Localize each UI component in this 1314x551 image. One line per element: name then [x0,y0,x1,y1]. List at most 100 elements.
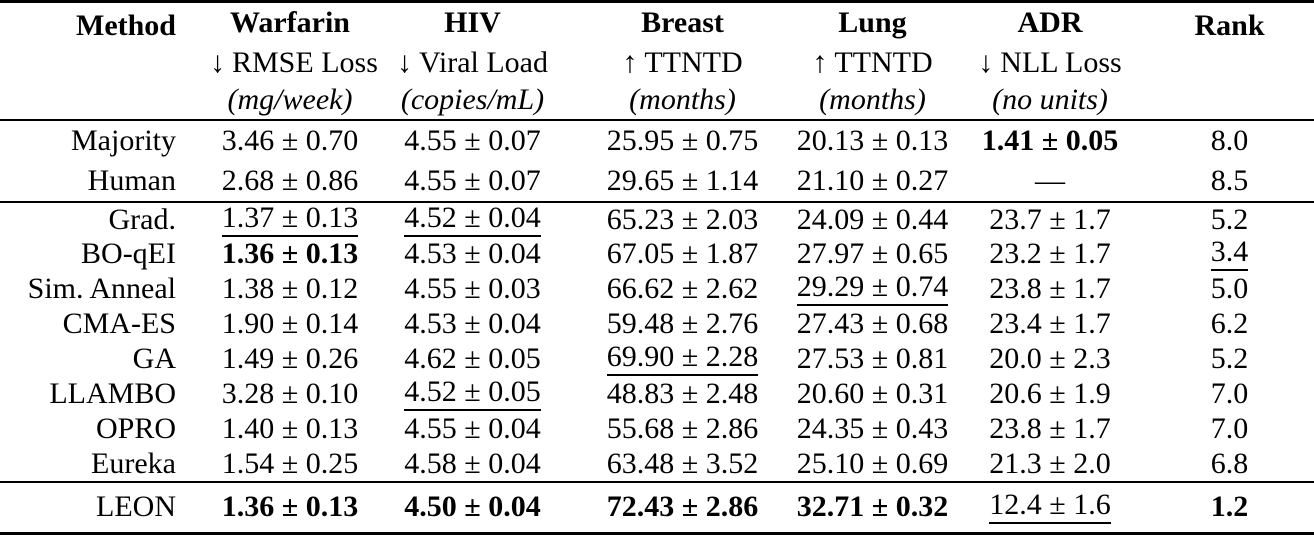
col-header-method: Method [76,9,176,42]
units-label: (mg/week) [227,83,353,116]
up-arrow-icon: ↑ [622,45,638,79]
value-cell: 25.10 ± 0.69 [796,446,949,480]
method-cell: LEON [96,490,176,524]
header-row-names: Method Warfarin HIV Breast Lung ADR Rank [0,2,1314,44]
row-sim-anneal: Sim. Anneal 1.38 ± 0.12 4.55 ± 0.03 66.6… [0,272,1314,307]
value-cell: 29.29 ± 0.74 [790,272,955,307]
value-cell: 4.55 ± 0.03 [404,272,541,305]
value-cell: 32.71 ± 0.32 [796,490,949,524]
value-cell: 23.4 ± 1.7 [989,307,1111,340]
section-optimizers: Grad. 1.37 ± 0.13 4.52 ± 0.04 65.23 ± 2.… [0,201,1314,482]
col-header-rank: Rank [1194,9,1265,42]
method-cell: Sim. Anneal [27,272,176,305]
value-cell: 4.50 ± 0.04 [404,490,541,524]
value-cell: 23.2 ± 1.7 [989,237,1111,270]
rank-cell: 6.2 [1210,307,1249,340]
metric-label: Viral Load [419,45,548,79]
col-subheader-warfarin: ↓ RMSE Loss [210,44,378,82]
down-arrow-icon: ↓ [397,45,412,79]
value-cell: 4.55 ± 0.07 [404,163,541,197]
value-cell: 20.6 ± 1.9 [989,377,1111,410]
col-subheader-breast: ↑ TTNTD [575,44,790,82]
value-cell: 20.60 ± 0.31 [796,377,949,410]
section-proposed: LEON 1.36 ± 0.13 4.50 ± 0.04 72.43 ± 2.8… [0,481,1314,534]
col-units-warfarin: (mg/week) [210,82,370,120]
units-label: (months) [819,83,926,116]
rank-cell: 1.2 [1210,490,1249,524]
col-header-adr: ADR [1017,6,1083,40]
rank-cell: 7.0 [1210,377,1249,410]
value-cell: 1.36 ± 0.13 [221,237,359,270]
row-human: Human 2.68 ± 0.86 4.55 ± 0.07 29.65 ± 1.… [0,161,1314,202]
value-cell: 69.90 ± 2.28 [575,342,790,377]
metric-label: TTNTD [834,45,933,79]
method-cell: Human [87,163,176,197]
rank-cell: 5.0 [1210,272,1249,305]
row-ga: GA 1.49 ± 0.26 4.62 ± 0.05 69.90 ± 2.28 … [0,342,1314,377]
value-cell: 4.53 ± 0.04 [404,237,541,270]
value-cell: 25.95 ± 0.75 [606,123,759,157]
col-units-adr: (no units) [955,82,1145,120]
rank-cell: 8.5 [1210,163,1249,197]
col-header-warfarin: Warfarin [230,6,350,40]
value-cell: 4.53 ± 0.04 [404,307,541,340]
row-cma-es: CMA-ES 1.90 ± 0.14 4.53 ± 0.04 59.48 ± 2… [0,307,1314,342]
col-subheader-adr: ↓ NLL Loss [955,44,1145,82]
value-cell: 23.8 ± 1.7 [989,272,1111,305]
value-cell: 4.52 ± 0.04 [370,202,575,237]
value-cell: 65.23 ± 2.03 [606,202,759,236]
value-cell: 20.13 ± 0.13 [796,123,949,157]
row-bo-qei: BO-qEI 1.36 ± 0.13 4.53 ± 0.04 67.05 ± 1… [0,237,1314,272]
col-header-breast: Breast [641,6,724,40]
units-label: (copies/mL) [400,83,545,116]
section-baselines: Majority 3.46 ± 0.70 4.55 ± 0.07 25.95 ±… [0,120,1314,202]
col-subheader-hiv: ↓ Viral Load [370,44,575,82]
method-cell: Majority [71,123,176,157]
value-cell: 4.55 ± 0.04 [404,412,541,445]
results-table: Method Warfarin HIV Breast Lung ADR Rank… [0,0,1314,535]
value-cell: 12.4 ± 1.6 [955,482,1145,534]
method-cell: Eureka [91,446,176,480]
down-arrow-icon: ↓ [978,45,994,79]
value-cell: 4.58 ± 0.04 [404,446,541,480]
row-grad: Grad. 1.37 ± 0.13 4.52 ± 0.04 65.23 ± 2.… [0,202,1314,237]
rank-cell: 3.4 [1145,237,1314,272]
value-cell: 1.49 ± 0.26 [221,342,359,375]
value-cell: 4.55 ± 0.07 [404,123,541,157]
value-cell: 4.62 ± 0.05 [404,342,541,375]
rank-cell: 8.0 [1210,123,1249,157]
metric-label: NLL Loss [1000,45,1122,79]
value-cell: 55.68 ± 2.86 [606,412,759,445]
header-row-units: (mg/week) (copies/mL) (months) (months) … [0,82,1314,120]
value-cell: 4.52 ± 0.05 [370,377,575,412]
value-cell: 27.43 ± 0.68 [796,307,949,340]
value-cell: 20.0 ± 2.3 [989,342,1111,375]
row-eureka: Eureka 1.54 ± 0.25 4.58 ± 0.04 63.48 ± 3… [0,447,1314,482]
value-cell: 48.83 ± 2.48 [606,377,759,410]
value-cell: 27.53 ± 0.81 [796,342,949,375]
method-cell: GA [132,342,176,375]
header-row-metrics: ↓ RMSE Loss ↓ Viral Load ↑ TTNTD ↑ TTNTD ↓ NL… [0,44,1314,82]
rank-cell: 5.2 [1210,342,1249,375]
row-majority: Majority 3.46 ± 0.70 4.55 ± 0.07 25.95 ±… [0,120,1314,161]
value-cell: 59.48 ± 2.76 [606,307,759,340]
method-cell: BO-qEI [81,237,176,270]
value-cell: 21.10 ± 0.27 [796,163,949,197]
value-cell: 24.35 ± 0.43 [796,412,949,445]
value-cell: 1.36 ± 0.13 [221,490,359,524]
col-units-breast: (months) [575,82,790,120]
col-subheader-lung: ↑ TTNTD [790,44,955,82]
value-cell: 1.90 ± 0.14 [221,307,359,340]
table-header: Method Warfarin HIV Breast Lung ADR Rank… [0,2,1314,120]
value-cell: 29.65 ± 1.14 [606,163,759,197]
units-label: (months) [629,83,736,116]
value-cell: — [1035,163,1065,197]
value-cell: 1.41 ± 0.05 [981,123,1119,157]
units-label: (no units) [992,83,1108,116]
value-cell: 1.37 ± 0.13 [210,202,370,237]
up-arrow-icon: ↑ [812,45,828,79]
value-cell: 24.09 ± 0.44 [796,202,949,236]
down-arrow-icon: ↓ [210,45,225,79]
method-cell: Grad. [108,202,176,236]
value-cell: 63.48 ± 3.52 [606,446,759,480]
